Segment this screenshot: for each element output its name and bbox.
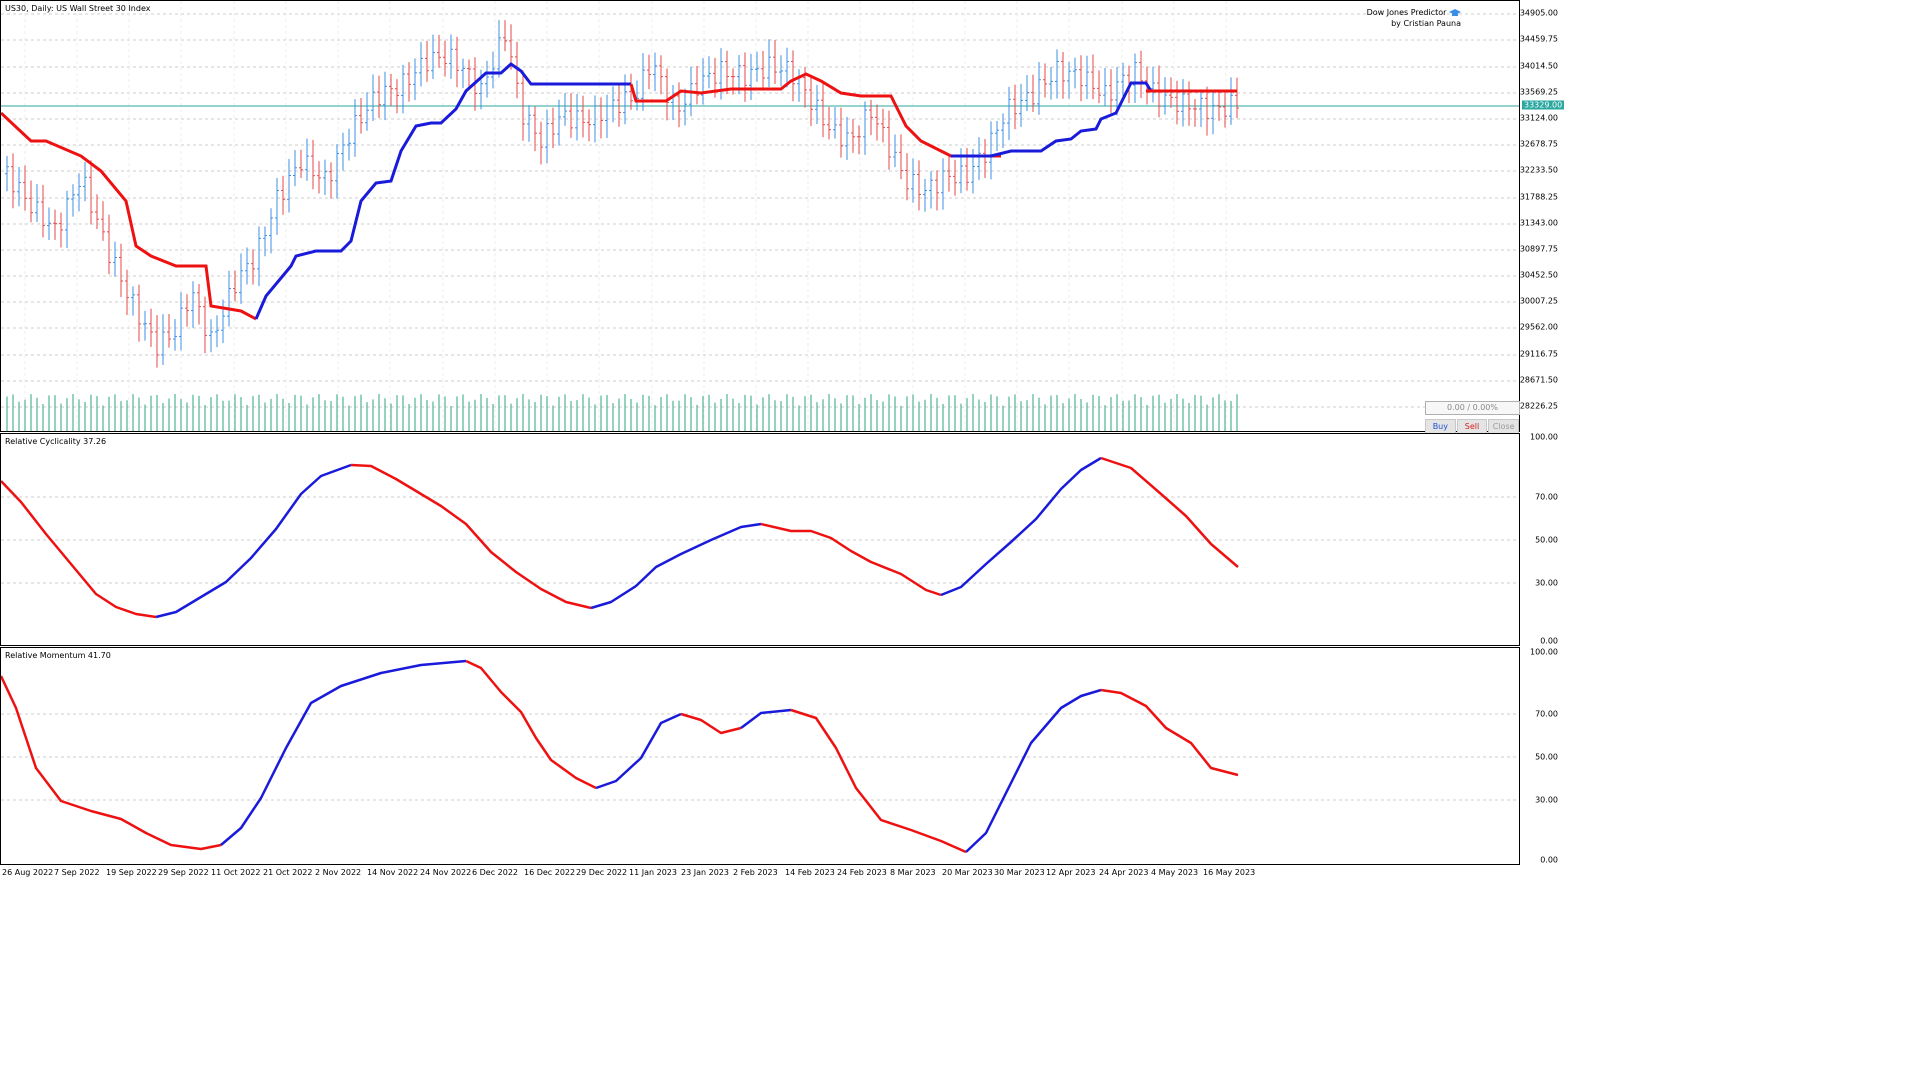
time-axis[interactable]: 26 Aug 2022 7 Sep 2022 19 Sep 2022 29 Sep 2… <box>0 866 1520 880</box>
price-axis-label: 32233.50 <box>1519 165 1558 175</box>
price-axis-label: 30007.25 <box>1519 296 1558 306</box>
oscillator-line <box>1 675 222 851</box>
price-axis-label: 31788.25 <box>1519 192 1558 202</box>
price-axis-label: 34459.75 <box>1519 34 1558 44</box>
time-axis-label: 14 Feb 2023 <box>785 868 835 877</box>
cyclicality-pane[interactable]: Relative Cyclicality 37.26 <box>0 433 1520 646</box>
momentum-axis: 100.00 70.00 50.00 30.00 0.00 <box>1520 647 1560 865</box>
cyclicality-axis-label: 100.00 <box>1530 432 1558 442</box>
price-axis-label: 34014.50 <box>1519 61 1558 71</box>
time-axis-label: 23 Jan 2023 <box>681 868 729 877</box>
time-axis-label: 29 Sep 2022 <box>158 868 209 877</box>
momentum-canvas <box>1 659 1519 854</box>
cyclicality-axis-label: 30.00 <box>1535 578 1558 588</box>
cyclicality-axis-label: 70.00 <box>1535 492 1558 502</box>
chart-title: US30, Daily: US Wall Street 30 Index <box>5 4 151 13</box>
time-axis-label: 20 Mar 2023 <box>942 868 993 877</box>
lower-band-line <box>951 81 1153 158</box>
oscillator-line <box>740 708 792 729</box>
oscillator-line <box>1100 688 1239 777</box>
close-button[interactable]: Close <box>1488 419 1520 434</box>
time-axis-label: 11 Oct 2022 <box>211 868 261 877</box>
price-axis-label: 28226.25 <box>1519 401 1558 411</box>
graduation-cap-icon <box>1449 8 1461 16</box>
oscillator-line <box>940 456 1102 597</box>
cyclicality-canvas <box>1 456 1519 619</box>
price-axis-label: 32678.75 <box>1519 139 1558 149</box>
momentum-axis-label: 0.00 <box>1540 855 1558 865</box>
momentum-pane[interactable]: Relative Momentum 41.70 <box>0 647 1520 865</box>
time-axis-label: 7 Sep 2022 <box>54 868 100 877</box>
time-axis-label: 26 Aug 2022 <box>2 868 54 877</box>
oscillator-line <box>590 522 762 610</box>
one-click-trading-panel: 0.00 / 0.00% Buy Sell Close <box>1425 401 1520 434</box>
oscillator-line <box>155 463 352 619</box>
price-axis[interactable]: 34905.00 34459.75 34014.50 33569.25 33124.00… <box>1520 0 1560 432</box>
momentum-axis-label: 70.00 <box>1535 709 1558 719</box>
time-axis-label: 24 Nov 2022 <box>420 868 472 877</box>
oscillator-line <box>790 708 967 854</box>
time-axis-label: 24 Apr 2023 <box>1099 868 1149 877</box>
time-axis-label: 29 Dec 2022 <box>576 868 628 877</box>
oscillator-line <box>1100 456 1239 568</box>
time-axis-label: 16 May 2023 <box>1203 868 1256 877</box>
momentum-title: Relative Momentum 41.70 <box>5 651 111 660</box>
cyclicality-axis-label: 0.00 <box>1540 636 1558 646</box>
lower-band-line <box>254 62 631 320</box>
oscillator-line <box>220 659 467 846</box>
price-axis-label: 29562.00 <box>1519 322 1558 332</box>
cyclicality-title: Relative Cyclicality 37.26 <box>5 437 107 446</box>
upper-band-line <box>629 72 1001 158</box>
oscillator-line <box>680 712 742 735</box>
price-axis-label: 34905.00 <box>1519 8 1558 18</box>
price-axis-label: 30897.75 <box>1519 244 1558 254</box>
cyclicality-axis: 100.00 70.00 50.00 30.00 0.00 <box>1520 433 1560 646</box>
sell-button[interactable]: Sell <box>1456 419 1488 434</box>
time-axis-label: 8 Mar 2023 <box>890 868 936 877</box>
time-axis-label: 4 May 2023 <box>1151 868 1199 877</box>
price-axis-label: 31343.00 <box>1519 218 1558 228</box>
oscillator-line <box>760 522 942 597</box>
time-axis-label: 6 Dec 2022 <box>472 868 519 877</box>
time-axis-label: 2 Nov 2022 <box>315 868 362 877</box>
momentum-axis-label: 30.00 <box>1535 795 1558 805</box>
price-chart-pane[interactable]: US30, Daily: US Wall Street 30 Index Dow… <box>0 0 1520 434</box>
momentum-axis-label: 100.00 <box>1530 647 1558 657</box>
oscillator-line <box>350 463 592 610</box>
time-axis-label: 12 Apr 2023 <box>1046 868 1096 877</box>
brand-name: Dow Jones Predictor <box>1366 8 1447 17</box>
price-axis-label: 30452.50 <box>1519 270 1558 280</box>
time-axis-label: 14 Nov 2022 <box>367 868 419 877</box>
time-axis-label: 11 Jan 2023 <box>629 868 677 877</box>
brand-author: by Cristian Pauna <box>1391 19 1461 28</box>
buy-button[interactable]: Buy <box>1425 419 1456 434</box>
time-axis-label: 2 Feb 2023 <box>733 868 778 877</box>
current-price-tag: 33329.00 <box>1522 100 1565 110</box>
price-axis-label: 29116.75 <box>1519 349 1558 359</box>
time-axis-label: 16 Dec 2022 <box>524 868 576 877</box>
price-chart-canvas <box>1 1 1519 431</box>
pnl-display: 0.00 / 0.00% <box>1425 401 1520 415</box>
oscillator-line <box>465 659 597 790</box>
time-axis-label: 19 Sep 2022 <box>106 868 157 877</box>
time-axis-label: 24 Feb 2023 <box>837 868 887 877</box>
price-axis-label: 28671.50 <box>1519 375 1558 385</box>
price-axis-label: 33124.00 <box>1519 113 1558 123</box>
time-axis-label: 21 Oct 2022 <box>263 868 313 877</box>
momentum-axis-label: 50.00 <box>1535 752 1558 762</box>
upper-band-line <box>1 111 257 321</box>
oscillator-line <box>965 688 1102 853</box>
oscillator-line <box>595 712 682 790</box>
time-axis-label: 30 Mar 2023 <box>994 868 1045 877</box>
oscillator-line <box>1 480 157 619</box>
indicator-brand: Dow Jones Predictor by Cristian Pauna <box>1367 7 1461 29</box>
cyclicality-axis-label: 50.00 <box>1535 535 1558 545</box>
price-axis-label: 33569.25 <box>1519 87 1558 97</box>
